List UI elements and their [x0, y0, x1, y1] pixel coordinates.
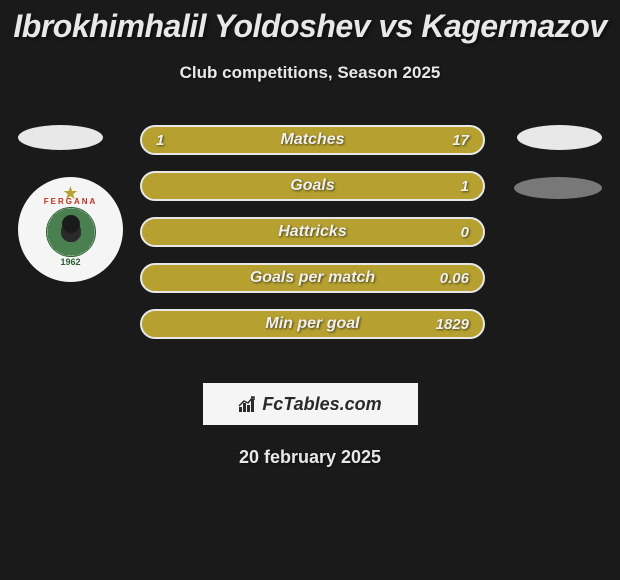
- stat-label: Hattricks: [278, 223, 346, 241]
- brand-box[interactable]: FcTables.com: [203, 383, 418, 425]
- stat-bar-matches: 1 Matches 17: [140, 125, 485, 155]
- stats-container: 1 Matches 17 Goals 1 Hattricks 0 Goals p…: [140, 125, 485, 355]
- brand-text: FcTables.com: [238, 394, 381, 415]
- season-subtitle: Club competitions, Season 2025: [0, 63, 620, 83]
- stat-label: Goals: [290, 177, 334, 195]
- club-badge-left: ★ FERGANA 1962: [18, 177, 123, 282]
- stat-right-value: 1: [461, 178, 469, 195]
- stat-bar-goals: Goals 1: [140, 171, 485, 201]
- badge-inner: ★ FERGANA 1962: [26, 185, 116, 275]
- stat-right-value: 17: [452, 132, 469, 149]
- stat-label: Matches: [280, 131, 344, 149]
- date-text: 20 february 2025: [0, 447, 620, 468]
- content-area: ★ FERGANA 1962 1 Matches 17 Goals 1 Hatt…: [0, 113, 620, 373]
- badge-year: 1962: [60, 257, 80, 267]
- stat-right-value: 0: [461, 224, 469, 241]
- stat-bar-min-per-goal: Min per goal 1829: [140, 309, 485, 339]
- club-right-placeholder: [514, 177, 602, 199]
- stat-label: Goals per match: [250, 269, 375, 287]
- badge-emblem: [46, 207, 96, 257]
- stat-left-value: 1: [156, 132, 164, 149]
- player-left-placeholder: [18, 125, 103, 150]
- badge-city-name: FERGANA: [44, 197, 98, 206]
- brand-name: FcTables.com: [262, 394, 381, 415]
- stat-bar-goals-per-match: Goals per match 0.06: [140, 263, 485, 293]
- comparison-title: Ibrokhimhalil Yoldoshev vs Kagermazov: [0, 0, 620, 45]
- stat-label: Min per goal: [265, 315, 359, 333]
- player-right-placeholder: [517, 125, 602, 150]
- stat-bar-hattricks: Hattricks 0: [140, 217, 485, 247]
- chart-icon: [238, 395, 258, 413]
- stat-right-value: 1829: [436, 316, 469, 333]
- badge-ball-icon: [62, 215, 80, 233]
- stat-right-value: 0.06: [440, 270, 469, 287]
